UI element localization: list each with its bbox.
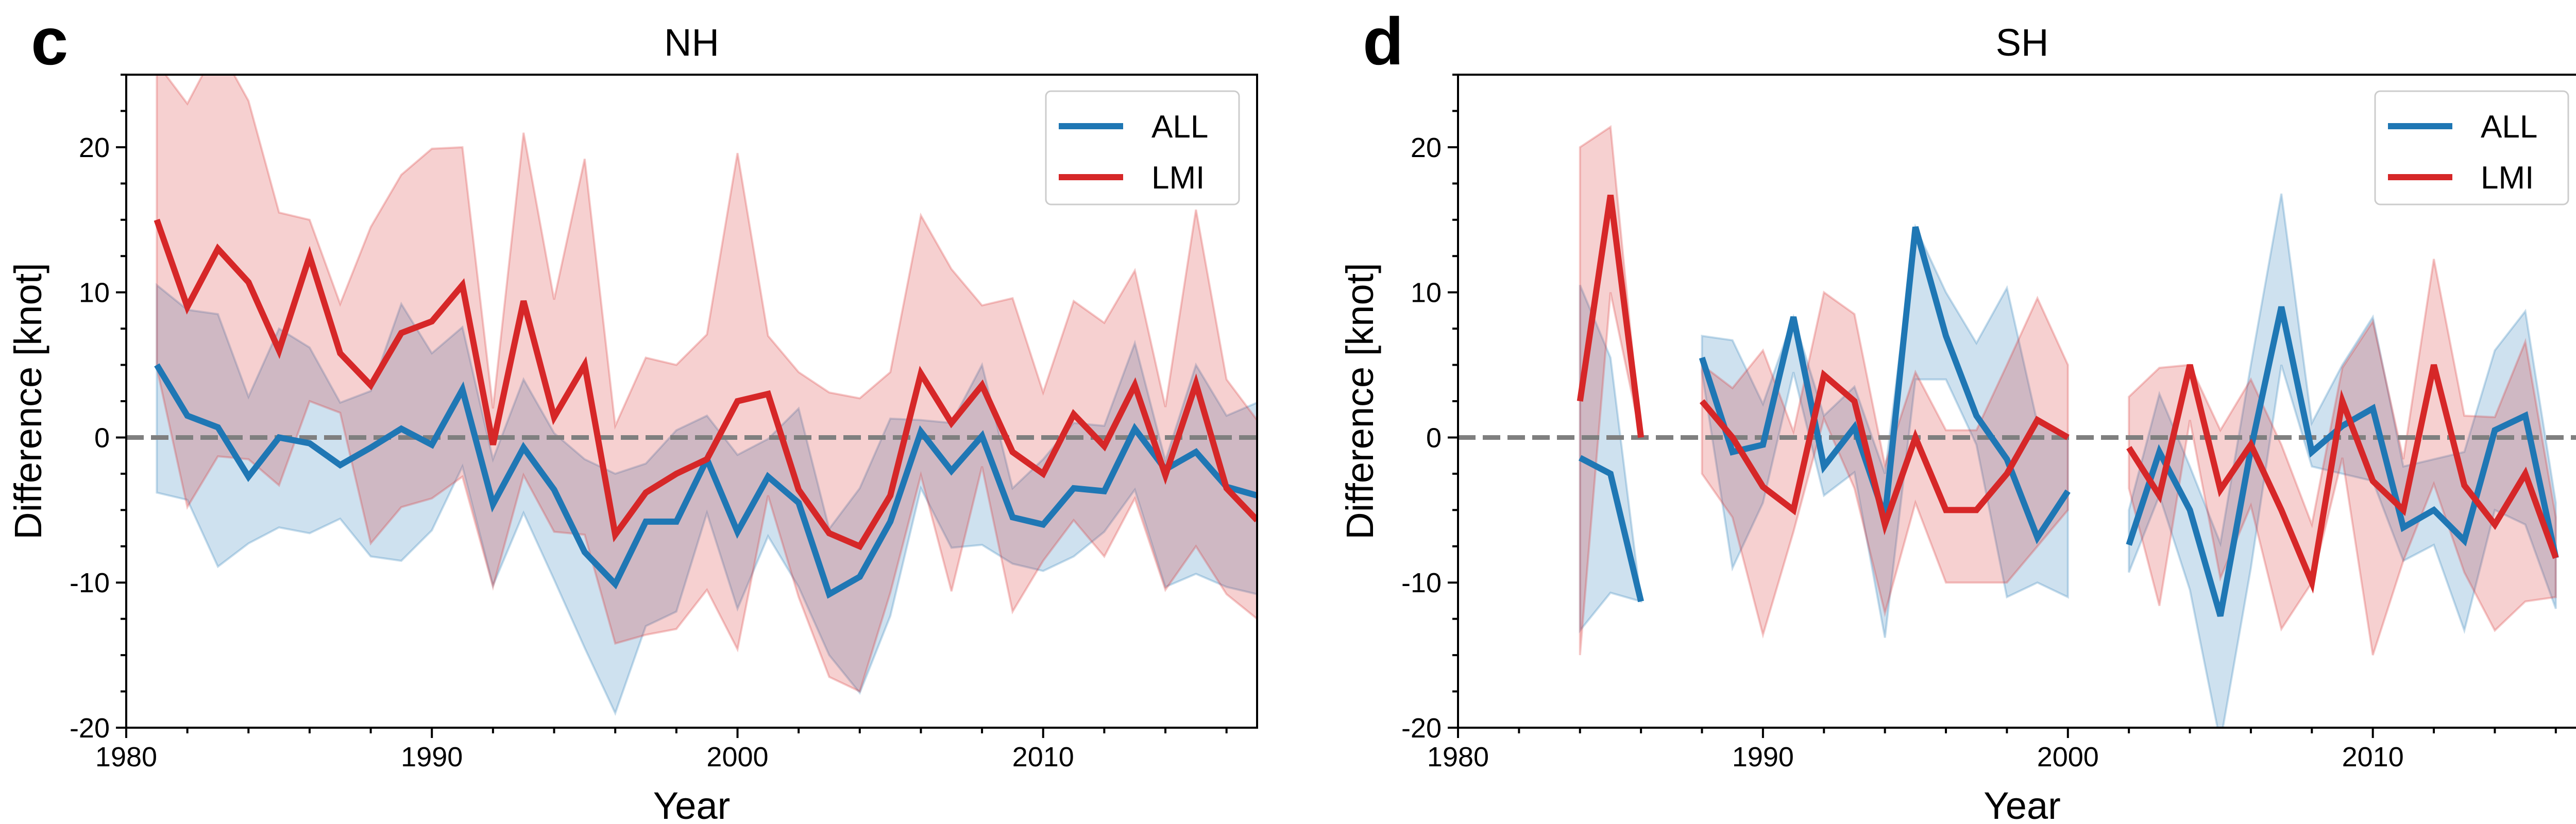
x-tick-label: 2010	[1012, 742, 1074, 772]
x-tick-label: 1990	[1732, 742, 1794, 772]
series-line-lmi	[154, 218, 1257, 551]
series-line-all	[2126, 306, 2559, 617]
y-tick-label: 10	[1411, 278, 1442, 308]
plot-area	[1458, 125, 2576, 728]
legend: ALL LMI	[2374, 90, 2569, 205]
x-tick-label: 2000	[706, 742, 768, 772]
panel-d: 1980 1990 2000 2010 -20 -10 0 10 20 Year Differenc…	[1338, 4, 2576, 824]
panel-letter: d	[1363, 4, 1403, 79]
x-tick-label: 2010	[2342, 742, 2404, 772]
panel-c: 1980 1990 2000 2010 -20 -10 0 10 20 Year Differenc…	[7, 4, 1258, 824]
legend-label-lmi: LMI	[1151, 160, 1205, 196]
y-axis-label: Difference [knot]	[7, 263, 49, 539]
legend-label-lmi: LMI	[2481, 160, 2534, 196]
y-axis-label: Difference [knot]	[1338, 263, 1381, 539]
legend-box	[2374, 90, 2569, 205]
legend-box	[1045, 90, 1240, 205]
y-tick-label: 0	[94, 422, 110, 453]
y-tick-label: -20	[1401, 713, 1442, 744]
band-lmi	[2128, 259, 2557, 656]
y-tick-label: 10	[79, 278, 110, 308]
y-tick-label: -20	[70, 713, 110, 744]
y-tick-label: -10	[1401, 568, 1442, 598]
x-tick-label: 1980	[95, 742, 157, 772]
panel-letter: c	[31, 4, 68, 79]
band-lmi	[156, 75, 1257, 693]
band-lmi	[1579, 125, 1642, 656]
x-axis-label: Year	[1984, 784, 2061, 824]
band-lmi	[1701, 290, 2069, 639]
legend-label-all: ALL	[1151, 109, 1208, 145]
legend: ALL LMI	[1045, 90, 1240, 205]
chart-title: NH	[664, 21, 719, 64]
y-tick-label: 20	[1411, 132, 1442, 163]
x-tick-label: 2000	[2037, 742, 2099, 772]
series-line-lmi	[1577, 194, 1645, 438]
x-axis-label: Year	[653, 784, 731, 824]
y-tick-label: 20	[79, 132, 110, 163]
plot-area	[126, 75, 1257, 716]
x-tick-label: 1980	[1427, 742, 1489, 772]
y-tick-label: -10	[70, 568, 110, 598]
legend-label-all: ALL	[2481, 109, 2537, 145]
chart-title: SH	[1996, 21, 2049, 64]
y-tick-label: 0	[1426, 422, 1442, 453]
series-line-lmi	[2126, 364, 2559, 594]
x-tick-label: 1990	[401, 742, 463, 772]
series-line-lmi	[1699, 369, 2070, 536]
band-all	[2128, 193, 2557, 728]
series-line-all	[1578, 455, 1644, 603]
